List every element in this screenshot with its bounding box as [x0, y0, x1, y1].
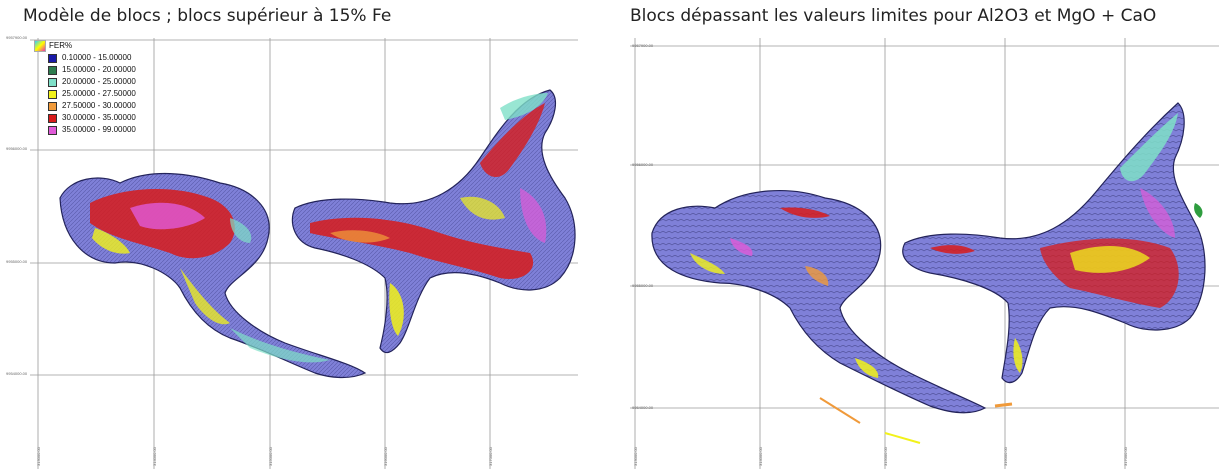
coord-label-top: 9957900.00	[6, 35, 28, 40]
stray-block	[819, 397, 861, 424]
right-map-title: Blocs dépassant les valeurs limites pour…	[630, 6, 1157, 26]
legend-swatch	[48, 53, 57, 63]
coord-label-bottom: 313000.00	[36, 447, 41, 466]
legend-item: 27.50000 - 30.00000	[48, 100, 136, 112]
exceedance-map: 9957900.00 9956000.00 9955000.00 9954000…	[630, 38, 1219, 469]
legend-item: 15.00000 - 20.00000	[48, 64, 136, 76]
legend-swatch	[48, 89, 57, 99]
left-map-title: Modèle de blocs ; blocs supérieur à 15% …	[23, 6, 392, 26]
coord-label-bottom: 314000.00	[152, 447, 157, 466]
legend-swatch	[48, 65, 57, 75]
legend-swatch	[48, 113, 57, 123]
east-pit	[902, 102, 1206, 384]
legend-item: 20.00000 - 25.00000	[48, 76, 136, 88]
legend-item-label: 0.10000 - 15.00000	[62, 53, 132, 62]
legend-item-label: 15.00000 - 20.00000	[62, 65, 136, 74]
coord-label-bottom: 314000.00	[758, 447, 763, 466]
coord-label-bottom: 317000.00	[488, 447, 493, 466]
legend-header-icon	[34, 40, 46, 52]
legend-swatch	[48, 101, 57, 111]
legend-item: 35.00000 - 99.00000	[48, 124, 136, 136]
block-model-svg	[30, 38, 578, 469]
west-pit	[651, 190, 987, 414]
east-pit	[291, 89, 576, 354]
coord-label-bottom: 313000.00	[633, 447, 638, 466]
coord-label-row1: 9956000.00	[6, 146, 28, 151]
stray-block	[884, 432, 921, 444]
coord-label-bottom: 317000.00	[1123, 447, 1128, 466]
exceedance-svg	[630, 38, 1219, 469]
legend-swatch	[48, 125, 57, 135]
coord-label-bottom: 316000.00	[1003, 447, 1008, 466]
legend-swatch	[48, 77, 57, 87]
legend-item-label: 20.00000 - 25.00000	[62, 77, 136, 86]
coord-label-row1: 9956000.00	[632, 162, 654, 167]
coord-label-row2: 9955000.00	[632, 283, 654, 288]
legend-item-label: 35.00000 - 99.00000	[62, 125, 136, 134]
coord-label-bottom: 316000.00	[383, 447, 388, 466]
legend-item: 0.10000 - 15.00000	[48, 52, 136, 64]
legend-item: 25.00000 - 27.50000	[48, 88, 136, 100]
west-pit	[59, 172, 367, 379]
legend-header: FER%	[34, 40, 136, 52]
coord-label-row3: 9954000.00	[632, 405, 654, 410]
legend-item-label: 30.00000 - 35.00000	[62, 113, 136, 122]
stray-block	[994, 402, 1013, 408]
block-model-map: FER% 0.10000 - 15.00000 15.00000 - 20.00…	[6, 35, 578, 469]
coord-label-row3: 9954000.00	[6, 371, 28, 376]
legend-item: 30.00000 - 35.00000	[48, 112, 136, 124]
legend-item-label: 25.00000 - 27.50000	[62, 89, 136, 98]
coord-label-row2: 9955000.00	[6, 259, 28, 264]
coord-label-top: 9957900.00	[632, 43, 654, 48]
legend-item-label: 27.50000 - 30.00000	[62, 101, 136, 110]
coord-label-bottom: 315000.00	[268, 447, 273, 466]
fer-legend: FER% 0.10000 - 15.00000 15.00000 - 20.00…	[34, 40, 136, 136]
coord-label-bottom: 315000.00	[883, 447, 888, 466]
legend-header-label: FER%	[49, 41, 73, 50]
